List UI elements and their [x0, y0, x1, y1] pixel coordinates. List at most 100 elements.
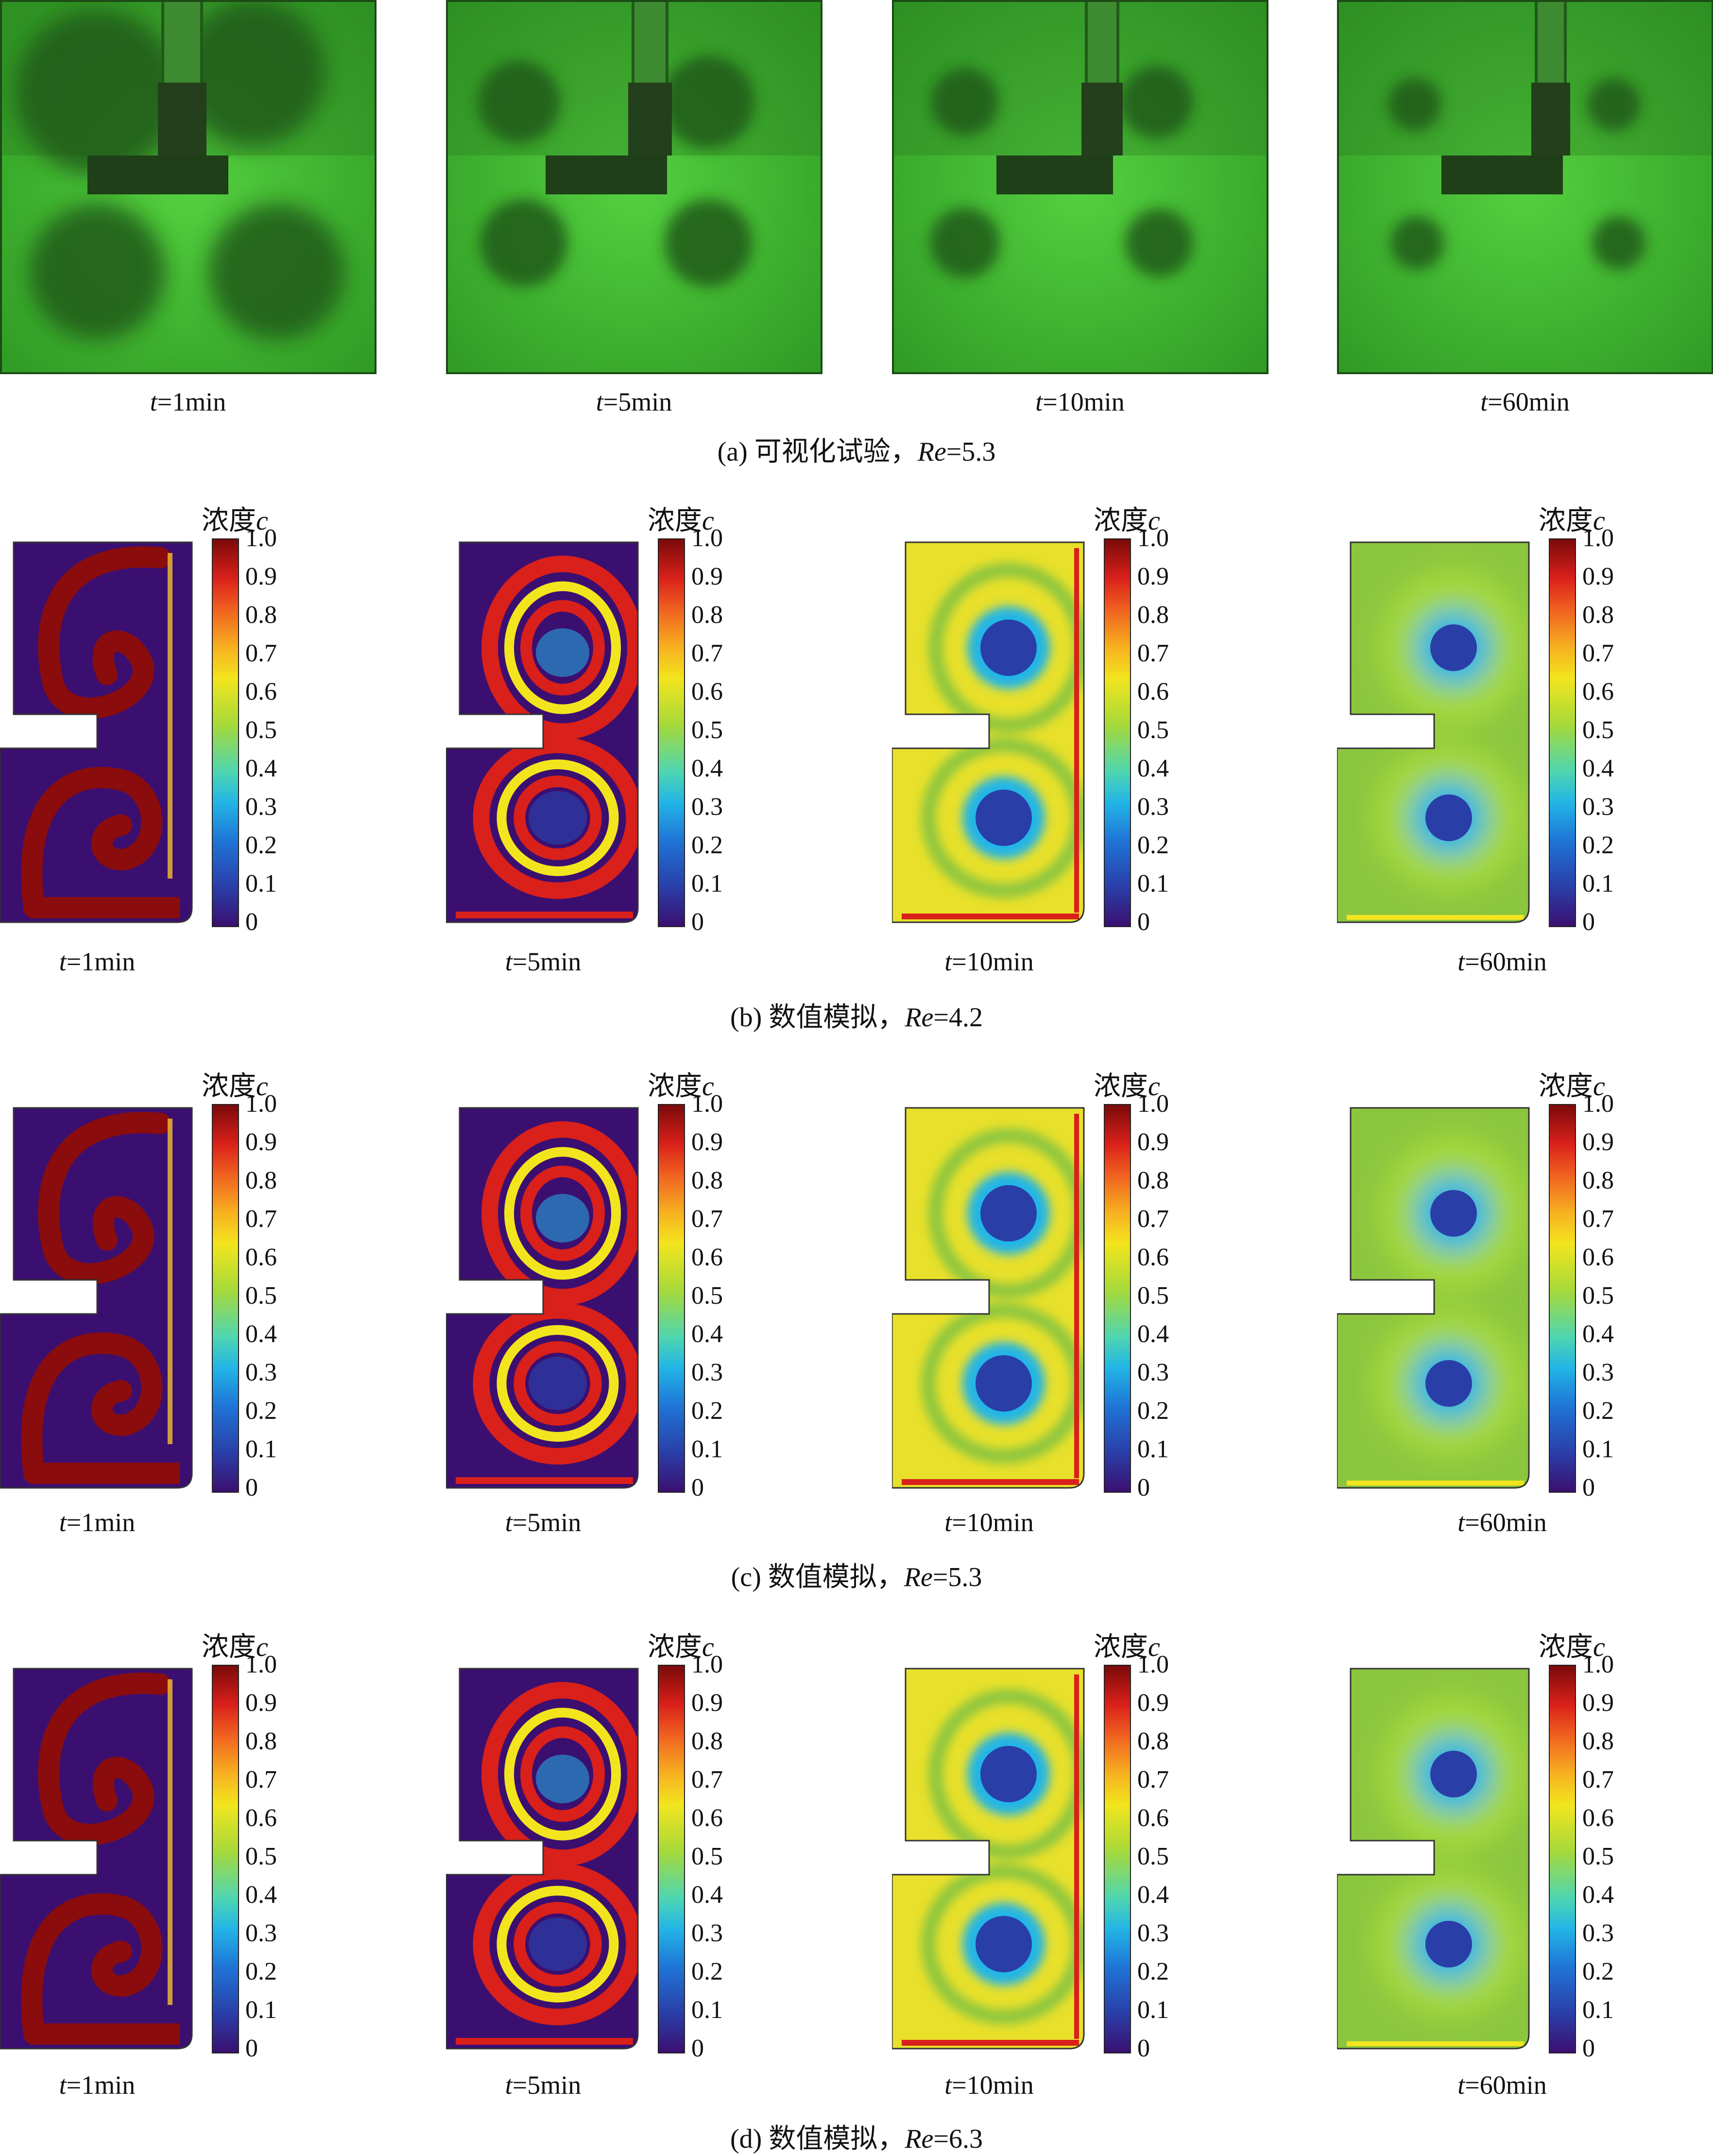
colorbar-tick-label: 0.3 — [1582, 1919, 1614, 1947]
caption-prefix: (b) 数值模拟， — [730, 1002, 905, 1033]
concentration-field — [445, 1104, 640, 1495]
time-label: t=10min — [1035, 387, 1124, 417]
colorbar-tick-label: 0.5 — [691, 1282, 723, 1310]
colorbar-tick-label: 0.5 — [1137, 1282, 1169, 1310]
colorbar-title-text: 浓度 — [202, 1071, 256, 1102]
colorbar — [212, 1665, 239, 2053]
colorbar-tick-label: 0.1 — [245, 1996, 277, 2024]
colorbar — [1104, 1665, 1131, 2053]
colorbar-tick-label: 1.0 — [691, 524, 723, 552]
colorbar-tick-label: 0.7 — [1582, 1766, 1614, 1794]
colorbar-tick-label: 0.3 — [245, 793, 277, 821]
time-value: =10min — [1043, 387, 1125, 416]
concentration-field — [1336, 1104, 1531, 1495]
colorbar-title: 浓度c — [1094, 1064, 1160, 1104]
colorbar-title: 浓度c — [1094, 499, 1160, 538]
colorbar-tick-label: 1.0 — [1137, 1651, 1169, 1678]
colorbar-tick-label: 0.6 — [691, 1243, 723, 1271]
time-label: t=60min — [1457, 2070, 1546, 2100]
colorbar-tick-label: 0.7 — [691, 639, 723, 667]
colorbar-tick-label: 0.7 — [691, 1205, 723, 1233]
colorbar-title-text: 浓度 — [648, 1632, 702, 1662]
colorbar-tick-label: 0 — [691, 908, 704, 936]
time-label: t=1min — [59, 2070, 135, 2100]
reynolds-value: =6.3 — [933, 2124, 983, 2154]
colorbar-tick-label: 0.9 — [1582, 1128, 1614, 1156]
colorbar-tick-label: 0.2 — [691, 831, 723, 859]
colorbar-tick-label: 0.8 — [1137, 1727, 1169, 1755]
colorbar-tick-label: 0.5 — [1137, 1843, 1169, 1870]
colorbar-tick-label: 0.6 — [1137, 678, 1169, 706]
caption-prefix: (c) 数值模拟， — [731, 1562, 904, 1592]
colorbar-tick-label: 0.9 — [1582, 563, 1614, 590]
colorbar-tick-label: 0.9 — [245, 1128, 277, 1156]
colorbar-tick-label: 0.4 — [1582, 1881, 1614, 1909]
colorbar-title: 浓度c — [648, 499, 714, 538]
concentration-field — [1336, 538, 1531, 930]
concentration-field — [0, 1104, 194, 1495]
colorbar-tick-label: 1.0 — [1582, 1090, 1614, 1118]
colorbar-tick-label: 0.2 — [691, 1958, 723, 1985]
subfigure-caption: (d) 数值模拟，Re=6.3 — [730, 2117, 983, 2156]
colorbar-tick-label: 0.8 — [1137, 601, 1169, 629]
colorbar-title: 浓度c — [202, 1064, 268, 1104]
caption-prefix: (a) 可视化试验， — [717, 437, 918, 467]
colorbar-tick-label: 0.4 — [245, 1881, 277, 1909]
colorbar-title: 浓度c — [1539, 499, 1605, 538]
colorbar-tick-label: 0.7 — [1137, 1766, 1169, 1794]
concentration-field — [0, 538, 194, 930]
colorbar-tick-label: 0.8 — [1582, 1167, 1614, 1194]
reynolds-symbol: Re — [904, 1562, 933, 1592]
time-label: t=5min — [505, 947, 581, 977]
time-symbol: t — [150, 387, 157, 416]
colorbar-tick-label: 0.3 — [1582, 1359, 1614, 1386]
colorbar-tick-label: 0.5 — [691, 1843, 723, 1870]
time-value: =60min — [1465, 2070, 1547, 2100]
colorbar-tick-label: 0.9 — [1137, 1128, 1169, 1156]
colorbar-tick-label: 0.4 — [245, 1320, 277, 1348]
colorbar-tick-label: 0.4 — [1582, 755, 1614, 782]
caption-prefix: (d) 数值模拟， — [730, 2124, 905, 2154]
colorbar-tick-label: 0.9 — [1137, 563, 1169, 590]
colorbar-title-text: 浓度 — [1094, 506, 1148, 536]
time-label: t=5min — [505, 1507, 581, 1537]
colorbar-tick-label: 1.0 — [245, 1090, 277, 1118]
colorbar-tick-label: 1.0 — [1137, 524, 1169, 552]
colorbar-tick-label: 0.8 — [691, 1727, 723, 1755]
colorbar-tick-label: 0.3 — [1582, 793, 1614, 821]
colorbar-tick-label: 0.1 — [1582, 1996, 1614, 2024]
colorbar-tick-label: 0.8 — [691, 1167, 723, 1194]
concentration-field — [891, 1104, 1086, 1495]
colorbar-tick-label: 0.9 — [245, 563, 277, 590]
colorbar-tick-label: 0.8 — [1137, 1167, 1169, 1194]
colorbar-tick-label: 0.6 — [245, 678, 277, 706]
time-symbol: t — [59, 947, 67, 976]
colorbar-title-symbol: c — [1148, 1632, 1160, 1662]
reynolds-value: =4.2 — [933, 1002, 983, 1033]
colorbar-tick-label: 1.0 — [1582, 524, 1614, 552]
colorbar-title-text: 浓度 — [202, 1632, 256, 1662]
colorbar-tick-label: 0.5 — [1137, 716, 1169, 744]
time-value: =1min — [157, 387, 226, 416]
colorbar-title-symbol: c — [702, 506, 714, 536]
time-label: t=1min — [59, 947, 135, 977]
colorbar-tick-label: 0.9 — [691, 563, 723, 590]
concentration-field — [891, 538, 1086, 930]
colorbar-title-text: 浓度 — [648, 506, 702, 536]
experiment-photo — [446, 0, 822, 374]
colorbar-title: 浓度c — [648, 1625, 714, 1664]
colorbar — [1104, 1104, 1131, 1493]
colorbar-tick-label: 1.0 — [691, 1651, 723, 1678]
colorbar-tick-label: 0.9 — [1137, 1689, 1169, 1717]
colorbar-tick-label: 0.1 — [1582, 870, 1614, 897]
colorbar-title-text: 浓度 — [1094, 1632, 1148, 1662]
time-value: =10min — [952, 947, 1034, 976]
time-symbol: t — [944, 1508, 952, 1537]
time-symbol: t — [505, 947, 513, 976]
colorbar-tick-label: 0.1 — [1137, 1435, 1169, 1463]
experiment-photo — [1337, 0, 1713, 374]
time-symbol: t — [596, 387, 603, 416]
colorbar-tick-label: 0.4 — [245, 755, 277, 782]
colorbar-tick-label: 0.2 — [1582, 1397, 1614, 1425]
colorbar-tick-label: 0.7 — [1137, 1205, 1169, 1233]
